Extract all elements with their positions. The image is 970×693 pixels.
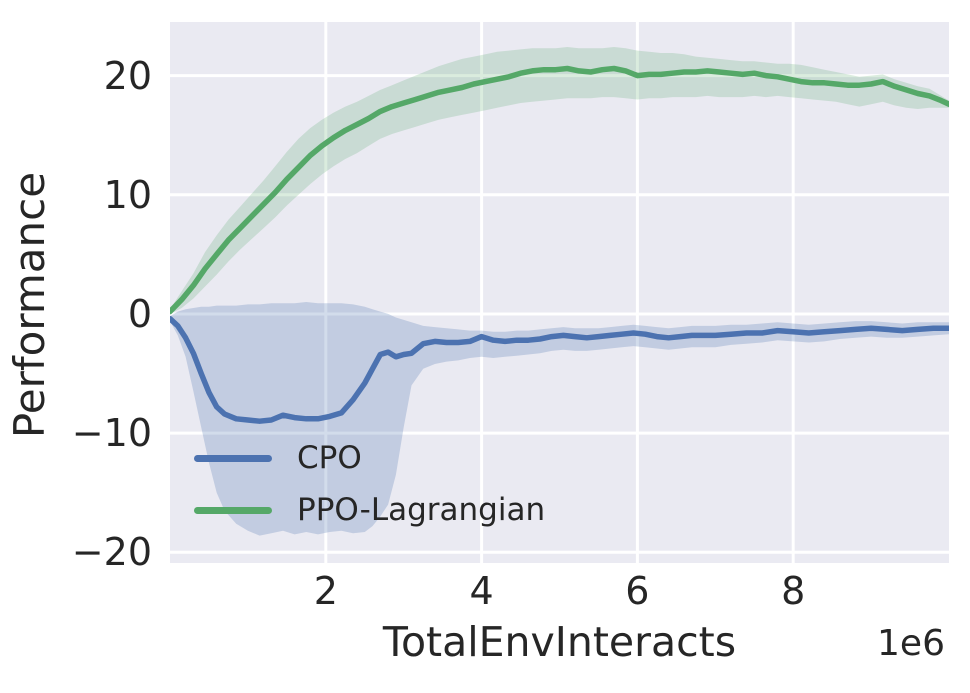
y-tick-label: 0	[127, 291, 152, 336]
legend-item-cpo: CPO	[194, 432, 545, 484]
cpo-mean-line	[170, 315, 949, 424]
legend-label-cpo: CPO	[297, 439, 362, 476]
x-tick-label: 8	[781, 569, 806, 613]
x-axis-offset-label: 1e6	[877, 623, 945, 664]
plot-area: CPO PPO-Lagrangian	[170, 22, 949, 563]
x-tick-label: 4	[469, 569, 494, 613]
chart-canvas	[170, 22, 949, 563]
ppo-lagrangian-line-swatch	[194, 506, 272, 514]
cpo-line-swatch	[194, 454, 272, 462]
y-tick-label: −10	[71, 411, 152, 456]
x-axis-label: TotalEnvInteracts	[382, 618, 737, 666]
legend-label-ppo-lagrangian: PPO-Lagrangian	[297, 491, 546, 528]
y-tick-label: 20	[103, 53, 152, 98]
y-tick-label: −20	[71, 530, 152, 575]
x-tick-label: 6	[625, 569, 650, 613]
legend: CPO PPO-Lagrangian	[194, 432, 545, 536]
x-tick-label: 2	[313, 569, 338, 613]
ppo-lagrangian-confidence-band	[170, 47, 949, 314]
ppo-lagrangian-mean-line	[170, 65, 949, 315]
legend-item-ppo-lagrangian: PPO-Lagrangian	[194, 484, 545, 536]
y-tick-label: 10	[103, 172, 152, 217]
cpo-confidence-band	[170, 302, 949, 536]
